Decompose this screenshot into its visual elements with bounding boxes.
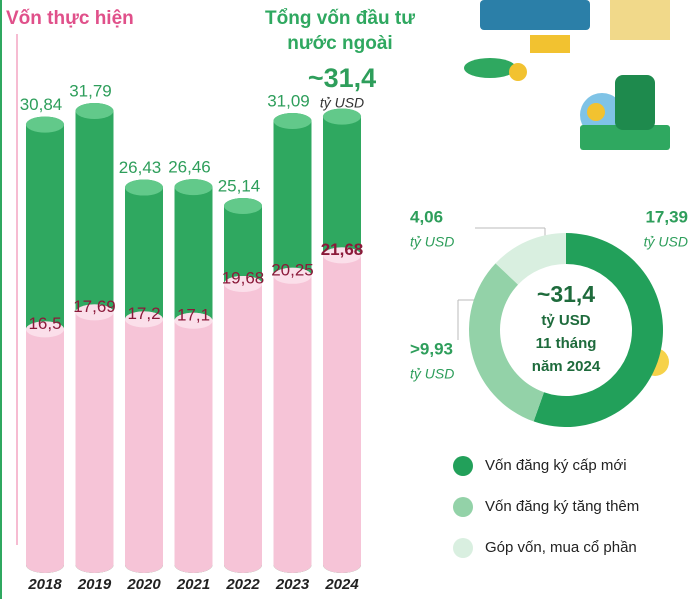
cylinder-top bbox=[125, 179, 163, 196]
value-label: 31,79 bbox=[69, 81, 112, 100]
series-name: Tổng vốn đầu tư nước ngoài bbox=[265, 8, 415, 54]
center-label: năm 2024 bbox=[532, 358, 601, 375]
cylinder bbox=[125, 311, 163, 573]
cylinder-top bbox=[75, 102, 114, 119]
legend-label: Vốn đăng ký tăng thêm bbox=[485, 498, 639, 515]
cylinder bbox=[224, 275, 262, 573]
value-label: 4,06 bbox=[410, 207, 443, 226]
legend-label: Vốn đăng ký cấp mới bbox=[485, 457, 627, 474]
legend-swatch bbox=[453, 538, 473, 558]
center-label: 11 tháng bbox=[536, 335, 597, 352]
center-label: tỷ USD bbox=[541, 312, 590, 329]
value-label: 17,69 bbox=[73, 297, 116, 316]
cylinder-top bbox=[273, 112, 312, 129]
illustration bbox=[464, 0, 670, 150]
cylinder bbox=[75, 304, 114, 573]
unit-label: tỷ USD bbox=[644, 234, 688, 250]
value-label: >9,93 bbox=[410, 339, 453, 358]
cylinder-top bbox=[174, 179, 213, 196]
value-label: ~31,4 bbox=[308, 63, 376, 93]
unit-label: tỷ USD bbox=[410, 234, 454, 250]
value-label: 19,68 bbox=[222, 268, 265, 287]
series-name: Vốn thực hiện bbox=[6, 8, 134, 29]
donut-slice bbox=[495, 233, 566, 285]
cylinder-top bbox=[273, 267, 312, 284]
cylinder-top bbox=[224, 275, 262, 292]
cylinder bbox=[26, 321, 64, 573]
legend-swatch bbox=[453, 497, 473, 517]
donut-slice bbox=[533, 233, 663, 427]
legend-label: Góp vốn, mua cổ phần bbox=[485, 539, 637, 556]
value-label: 17,1 bbox=[177, 305, 210, 324]
value-label: 16,5 bbox=[28, 314, 61, 333]
value-label: 26,46 bbox=[168, 158, 211, 177]
x-tick-label: 2019 bbox=[77, 576, 112, 593]
cylinder-top bbox=[323, 247, 361, 264]
value-label: 31,09 bbox=[267, 91, 310, 110]
cylinder bbox=[323, 247, 361, 573]
cylinder-top bbox=[174, 312, 213, 329]
cylinder bbox=[273, 267, 312, 573]
value-label: 17,2 bbox=[127, 304, 160, 323]
x-tick-label: 2020 bbox=[126, 576, 161, 593]
value-label: 25,14 bbox=[218, 176, 261, 195]
cylinder bbox=[174, 312, 213, 573]
unit-label: tỷ USD bbox=[410, 366, 454, 382]
x-tick-label: 2018 bbox=[27, 576, 62, 593]
unit-label: tỷ USD bbox=[320, 95, 364, 111]
legend-swatch bbox=[453, 456, 473, 476]
donut-slice bbox=[468, 263, 544, 422]
cylinder-top bbox=[125, 311, 163, 328]
value-label: 17,39 bbox=[645, 207, 688, 226]
value-label: 21,68 bbox=[321, 240, 364, 259]
cylinder-top bbox=[26, 116, 64, 133]
cylinder-top bbox=[75, 304, 114, 321]
cylinder-top bbox=[323, 108, 361, 125]
x-tick-label: 2024 bbox=[324, 576, 359, 593]
center-label: ~31,4 bbox=[537, 281, 595, 307]
cylinder-top bbox=[26, 321, 64, 338]
value-label: 30,84 bbox=[20, 95, 63, 114]
value-label: 20,25 bbox=[271, 260, 314, 279]
x-tick-label: 2022 bbox=[225, 576, 260, 593]
x-tick-label: 2021 bbox=[176, 576, 210, 593]
value-label: 26,43 bbox=[119, 158, 162, 177]
x-tick-label: 2023 bbox=[275, 576, 310, 593]
cylinder-top bbox=[224, 197, 262, 214]
